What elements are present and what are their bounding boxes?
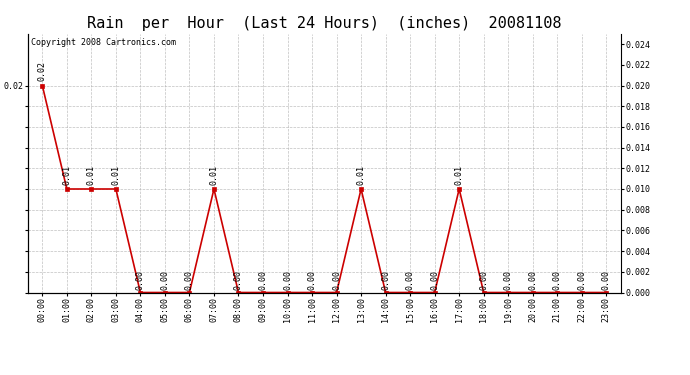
Text: Copyright 2008 Cartronics.com: Copyright 2008 Cartronics.com (30, 38, 175, 46)
Text: 0.00: 0.00 (136, 270, 145, 290)
Text: 0.01: 0.01 (210, 165, 219, 185)
Text: 0.00: 0.00 (283, 270, 292, 290)
Text: 0.00: 0.00 (259, 270, 268, 290)
Text: 0.00: 0.00 (578, 270, 586, 290)
Text: 0.00: 0.00 (406, 270, 415, 290)
Text: 0.00: 0.00 (332, 270, 341, 290)
Text: 0.00: 0.00 (529, 270, 538, 290)
Text: 0.02: 0.02 (38, 62, 47, 81)
Text: 0.00: 0.00 (430, 270, 439, 290)
Text: 0.00: 0.00 (185, 270, 194, 290)
Text: 0.00: 0.00 (504, 270, 513, 290)
Text: 0.00: 0.00 (381, 270, 390, 290)
Text: 0.01: 0.01 (455, 165, 464, 185)
Text: 0.00: 0.00 (602, 270, 611, 290)
Text: 0.01: 0.01 (357, 165, 366, 185)
Text: 0.00: 0.00 (553, 270, 562, 290)
Text: 0.00: 0.00 (234, 270, 243, 290)
Text: 0.01: 0.01 (62, 165, 71, 185)
Text: 0.01: 0.01 (87, 165, 96, 185)
Text: 0.01: 0.01 (111, 165, 120, 185)
Title: Rain  per  Hour  (Last 24 Hours)  (inches)  20081108: Rain per Hour (Last 24 Hours) (inches) 2… (87, 16, 562, 31)
Text: 0.00: 0.00 (160, 270, 170, 290)
Text: 0.00: 0.00 (308, 270, 317, 290)
Text: 0.00: 0.00 (479, 270, 489, 290)
